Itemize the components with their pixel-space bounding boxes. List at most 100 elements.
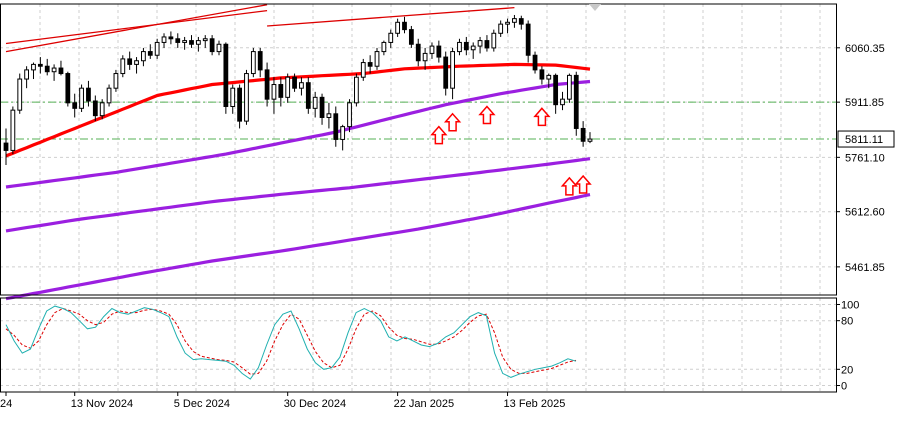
candle	[354, 73, 359, 107]
candle	[86, 80, 91, 107]
stochastic-panel-frame	[0, 297, 837, 393]
candle-body-bearish	[305, 82, 311, 109]
candle-body-bearish	[518, 18, 524, 25]
candle	[326, 102, 332, 129]
candle-body-bearish	[65, 73, 71, 104]
candle-body-bearish	[257, 51, 263, 71]
candle-body-bearish	[237, 87, 242, 122]
candle	[161, 33, 167, 48]
moving-average-line-1	[5, 62, 591, 158]
candle	[470, 42, 476, 59]
candle	[244, 69, 249, 125]
candle-body-bullish	[230, 87, 236, 107]
candle-body-bullish	[202, 38, 208, 42]
candle	[491, 29, 497, 52]
candle	[3, 128, 9, 166]
candle	[319, 93, 325, 125]
candle-body-bullish	[17, 78, 23, 111]
frame-layer	[0, 3, 837, 393]
candle	[92, 95, 98, 122]
candle-body-bearish	[367, 62, 373, 67]
candle	[580, 121, 586, 147]
candle-body-bearish	[443, 56, 449, 89]
stochastic-layer	[5, 305, 577, 380]
candle-body-bearish	[127, 58, 133, 65]
candle	[518, 15, 524, 30]
candle	[450, 47, 455, 100]
candle	[31, 62, 36, 80]
candle	[388, 29, 394, 48]
candle	[374, 47, 380, 70]
candle-body-bearish	[3, 142, 9, 151]
arrow-marker-layer	[430, 105, 592, 196]
stochastic-axis-label: 100	[841, 299, 859, 311]
candle	[106, 84, 112, 107]
time-axis-label: 13 Feb 2025	[504, 398, 566, 410]
moving-average-layer	[5, 62, 591, 301]
candle	[415, 38, 421, 67]
candle	[141, 47, 146, 67]
candle	[312, 91, 318, 118]
candle	[402, 16, 407, 34]
candle-body-bullish	[388, 32, 394, 43]
candle	[17, 73, 23, 114]
up-arrow-marker	[478, 105, 496, 125]
candle	[395, 18, 401, 37]
candle-body-bullish	[154, 41, 160, 56]
time-axis-label: 22 Jan 2025	[394, 398, 455, 410]
candle	[250, 47, 256, 78]
candle	[498, 20, 504, 37]
current-price-box	[837, 130, 895, 148]
candle	[463, 36, 469, 56]
candle-body-bullish	[141, 51, 146, 62]
candle-body-bullish	[134, 60, 139, 65]
candle	[566, 73, 572, 103]
candle-body-bullish	[340, 126, 346, 140]
candle	[477, 36, 483, 54]
candle-body-bullish	[395, 21, 401, 34]
candle	[347, 99, 352, 133]
candle-body-bearish	[209, 38, 215, 53]
candle-body-bullish	[106, 87, 112, 104]
candle	[292, 73, 297, 92]
candle	[484, 35, 490, 52]
candle	[367, 55, 373, 74]
candle-body-bullish	[381, 41, 387, 53]
candle-body-bullish	[161, 36, 167, 43]
candle-body-bullish	[216, 43, 222, 53]
candle	[37, 57, 43, 74]
candle	[360, 58, 366, 81]
candle-body-bearish	[319, 96, 325, 118]
grid-layer	[0, 4, 836, 392]
candle-body-bullish	[457, 41, 462, 53]
candle-layer	[3, 14, 593, 166]
candle-body-bearish	[189, 40, 194, 45]
candle	[264, 62, 270, 107]
candle	[168, 31, 174, 45]
candle-body-bearish	[264, 69, 270, 100]
candle	[271, 77, 277, 114]
candle	[546, 73, 552, 89]
candle	[44, 58, 50, 76]
candle-body-bullish	[113, 73, 119, 89]
candle	[147, 44, 153, 59]
candle-body-bullish	[505, 21, 510, 25]
candle-body-bearish	[72, 102, 78, 109]
candle-body-bearish	[175, 38, 181, 43]
candle-body-bullish	[560, 98, 565, 106]
up-arrow-marker	[533, 107, 551, 127]
candle	[230, 84, 236, 114]
candle	[195, 36, 201, 52]
candle	[285, 73, 291, 103]
candle	[560, 91, 565, 111]
candle-body-bullish	[354, 76, 359, 104]
candle-body-bullish	[182, 40, 188, 43]
candle-body-bearish	[532, 54, 538, 71]
candle	[278, 77, 284, 107]
time-axis-label: 24	[0, 398, 12, 410]
candle-body-bullish	[271, 84, 277, 100]
candle-body-bullish	[470, 45, 476, 51]
candle-body-bullish	[244, 73, 249, 122]
candle-body-bearish	[147, 51, 153, 56]
